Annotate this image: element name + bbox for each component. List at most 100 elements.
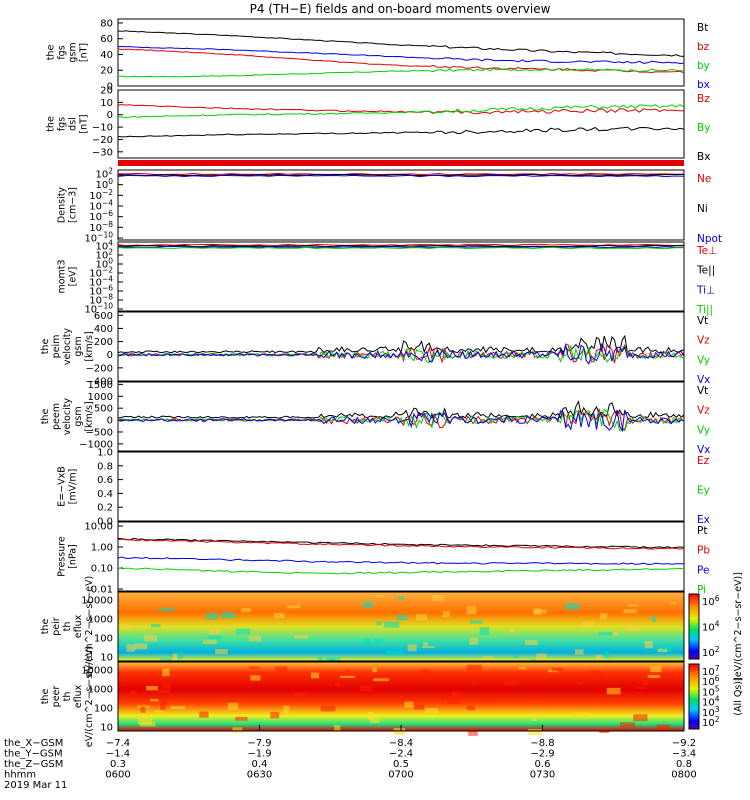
spectrogram-cell xyxy=(215,649,228,655)
spectrogram-cell xyxy=(294,692,310,698)
legend-Ex: Ex xyxy=(697,514,710,526)
y-axis-label-line: the xyxy=(46,45,57,61)
spectrogram-cell xyxy=(325,657,341,662)
spectrogram-cell xyxy=(513,655,519,659)
y-tick-label: 100 xyxy=(95,257,113,271)
state-bar xyxy=(118,160,684,166)
spectrogram-cell xyxy=(647,674,661,678)
spectrogram-cell xyxy=(470,678,475,686)
spectrogram-cell xyxy=(469,637,479,645)
spectrogram-cell xyxy=(176,651,183,660)
orbit-value: 0700 xyxy=(388,770,413,781)
spectrogram-cell xyxy=(293,634,309,639)
spectrogram-cell xyxy=(367,711,374,720)
y-axis-label-line: gsm xyxy=(73,406,84,426)
spectrogram-cell xyxy=(373,678,389,682)
y-tick-label: 0.4 xyxy=(97,489,113,500)
spectrogram-cell xyxy=(221,611,236,619)
panel-2: Ne Ni Npot xyxy=(117,169,722,245)
y-tick-label: 600 xyxy=(94,311,113,322)
spectrogram-cell xyxy=(273,612,285,619)
spectrogram-cell xyxy=(311,672,320,679)
spectrogram-cell xyxy=(387,650,402,656)
legend-Vx: Vx xyxy=(697,374,710,386)
legend-Bt: Bt xyxy=(697,22,708,34)
y-tick-label: 60 xyxy=(100,34,113,45)
panel-6: Ez Ey Ex xyxy=(117,451,710,526)
y-tick-label: 10000 xyxy=(81,666,113,677)
panel-8: [eV/(cm^2−s−sr−eV)] xyxy=(117,572,744,681)
y-axis-label-line: gsm xyxy=(68,42,79,62)
legend-Ni: Ni xyxy=(697,203,708,215)
spectrogram-cell xyxy=(574,649,584,655)
y-tick-label: 10−6 xyxy=(89,209,113,223)
panel-frame xyxy=(117,521,685,592)
y-axis-label-line: [mV/m] xyxy=(68,469,79,505)
spectrogram-cell xyxy=(438,698,444,702)
spectrogram-cell xyxy=(651,616,657,623)
spectrogram-cell xyxy=(317,657,324,661)
spectrogram-cell xyxy=(468,728,478,736)
y-axis-label-line: peim xyxy=(51,335,62,359)
orbit-value: −2.9 xyxy=(530,749,554,760)
y-axis-label-line: velocity xyxy=(62,328,73,366)
y-axis-label-line: [eV] xyxy=(68,267,79,287)
spectrogram-cell xyxy=(376,595,385,598)
spectrogram-cell xyxy=(345,669,351,674)
y-axis-label-line: [nT] xyxy=(79,43,90,62)
colorbar xyxy=(688,593,700,660)
spectrogram-cell xyxy=(531,716,537,721)
legend-Pb: Pb xyxy=(697,545,710,557)
spectrogram-cell xyxy=(199,711,209,718)
y-axis-label: E=−VxB [mV/m] xyxy=(57,466,79,507)
y-axis-label: the fgs gsm [nT] xyxy=(46,42,90,62)
spectrogram-cell xyxy=(623,609,637,614)
colorbar-tick-label: 107 xyxy=(702,664,720,678)
y-tick-label: 20 xyxy=(100,66,113,77)
spectrogram-cell xyxy=(207,635,221,640)
spectrogram-cell xyxy=(480,697,497,701)
y-axis-label: the peim velocity gsm [km/s] xyxy=(40,328,95,366)
y-tick-label: 10 xyxy=(100,98,113,109)
spectrogram-cell xyxy=(398,596,405,600)
y-tick-label: 100 xyxy=(95,177,113,191)
legend-Ey: Ey xyxy=(697,485,710,497)
y-axis-label-line: the xyxy=(40,339,51,355)
spectrogram-cell xyxy=(376,621,382,626)
y-tick-label: 0.6 xyxy=(97,475,113,486)
y-tick-label: 0.0 xyxy=(97,517,113,528)
spectrogram-cell xyxy=(670,602,677,605)
spectrogram-cell xyxy=(120,624,132,630)
colorbar-tick-label: 104 xyxy=(702,695,720,709)
series-Bz-line xyxy=(117,104,685,115)
series-Pi-line xyxy=(117,566,685,575)
spectrogram-cell xyxy=(275,666,288,672)
legend-Vy: Vy xyxy=(697,424,710,436)
spectrogram-cell xyxy=(420,669,431,677)
legend-Pi: Pi xyxy=(697,584,706,596)
spectrogram-cell xyxy=(573,712,590,718)
spectrogram-cell xyxy=(613,631,619,636)
series-Ti⊥-line xyxy=(117,245,685,249)
y-tick-label: 0 xyxy=(107,350,113,361)
spectrogram-cell xyxy=(595,654,603,662)
spectrogram-cell xyxy=(118,678,127,682)
orbit-value: 0.4 xyxy=(252,759,268,770)
series-Npot-line xyxy=(117,174,685,178)
legend-Vt: Vt xyxy=(697,315,708,327)
panel-7: Pt Pb Pe Pi xyxy=(117,521,710,596)
y-tick-label: 10−2 xyxy=(89,266,113,280)
orbit-value: 0730 xyxy=(530,770,555,781)
series-Vy-line xyxy=(117,408,685,432)
legend-Pt: Pt xyxy=(697,525,707,537)
y-axis-label: the peem velocity gsm [km/s] xyxy=(40,398,95,436)
panel-frame xyxy=(117,591,685,662)
y-tick-label: −1000 xyxy=(79,439,113,450)
legend-Vz: Vz xyxy=(697,405,710,417)
spectrogram-cell xyxy=(656,724,670,731)
spectrogram-cell xyxy=(340,675,355,679)
spectrogram-cell xyxy=(442,610,451,618)
y-axis-label-line: momt3 xyxy=(57,259,68,293)
orbit-value: 0.6 xyxy=(535,759,551,770)
